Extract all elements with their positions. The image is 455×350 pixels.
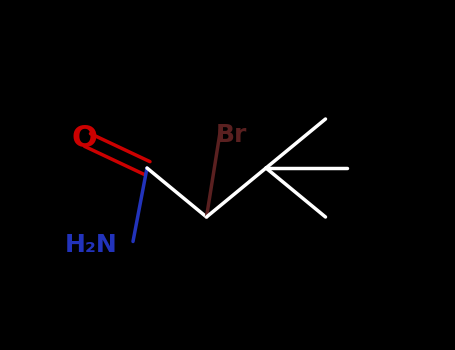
Text: O: O (71, 124, 97, 153)
Text: H₂N: H₂N (65, 233, 117, 257)
Text: Br: Br (215, 122, 247, 147)
